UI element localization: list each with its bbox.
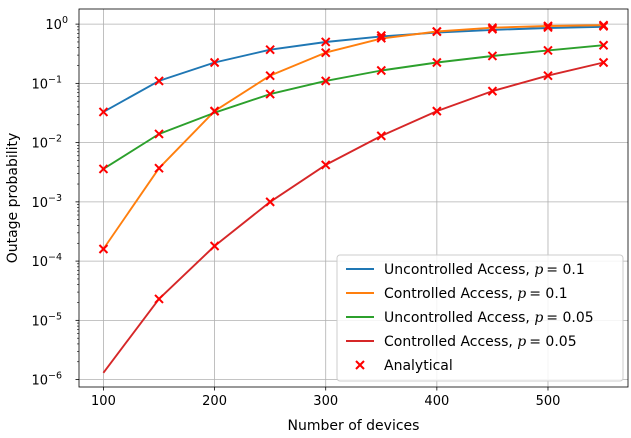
- analytical-marker: [265, 89, 275, 99]
- y-axis-label: Outage probability: [5, 133, 21, 264]
- analytical-marker: [154, 294, 164, 304]
- legend-entry-value: = 0.1: [529, 286, 567, 302]
- analytical-marker: [543, 21, 553, 31]
- x-tick-label: 200: [202, 394, 227, 409]
- analytical-marker: [487, 86, 498, 96]
- analytical-marker: [154, 163, 164, 173]
- y-tick-exponent: −4: [48, 252, 62, 263]
- analytical-marker: [321, 160, 331, 170]
- analytical-marker: [487, 22, 498, 33]
- legend-entry-param: p: [534, 262, 543, 278]
- legend-entry: Uncontrolled Access, p = 0.1: [384, 262, 585, 278]
- legend-entry-param: p: [517, 334, 526, 350]
- analytical-marker: [376, 65, 386, 76]
- legend-entry: Controlled Access, p = 0.1: [384, 286, 568, 302]
- y-tick-exponent: −6: [48, 371, 62, 382]
- legend-marker: [355, 360, 365, 370]
- y-tick-mantissa: 10: [45, 18, 62, 33]
- series-line-3: [102, 44, 604, 170]
- analytical-marker: [98, 164, 109, 174]
- analytical-marker: [487, 24, 498, 34]
- y-tick-mantissa: 10: [31, 374, 48, 389]
- analytical-marker: [98, 107, 109, 117]
- analytical-marker: [432, 57, 442, 68]
- analytical-marker: [543, 22, 553, 33]
- analytical-marker: [598, 40, 609, 50]
- analytical-markers: [98, 20, 609, 304]
- legend-entry-name: Uncontrolled Access,: [384, 262, 534, 278]
- analytical-marker: [209, 57, 220, 68]
- legend-entry-value: = 0.1: [546, 262, 584, 278]
- analytical-marker: [209, 106, 220, 116]
- legend-box: [336, 254, 624, 382]
- legend-entry-analytical: Analytical: [384, 358, 453, 374]
- analytical-marker: [321, 47, 331, 58]
- series-line-1: [102, 25, 604, 113]
- y-tick-label: 10−1: [31, 74, 62, 92]
- legend-entry: Uncontrolled Access, p = 0.05: [384, 310, 594, 326]
- y-tick-exponent: −3: [48, 193, 62, 204]
- y-tick-label: 10−6: [31, 371, 62, 389]
- analytical-marker: [543, 70, 553, 81]
- y-tick-mantissa: 10: [31, 255, 48, 270]
- analytical-marker: [321, 76, 331, 86]
- legend-entry-param: p: [534, 310, 543, 326]
- analytical-marker: [154, 76, 164, 86]
- x-axis-label: Number of devices: [288, 418, 420, 434]
- analytical-marker: [432, 26, 442, 37]
- legend-entry-value: = 0.05: [529, 334, 576, 350]
- y-tick-label: 10−3: [31, 193, 62, 211]
- y-tick-mantissa: 10: [31, 77, 48, 92]
- analytical-marker: [321, 37, 331, 47]
- analytical-marker: [598, 20, 609, 30]
- legend-entry-value: = 0.05: [546, 310, 593, 326]
- analytical-marker: [265, 70, 275, 81]
- y-tick-label: 10−5: [31, 311, 62, 329]
- y-tick-exponent: 0: [62, 15, 68, 26]
- x-tick-label: 300: [313, 394, 338, 409]
- series-line-2: [102, 24, 604, 250]
- y-tick-label: 100: [45, 15, 68, 33]
- analytical-marker: [543, 45, 553, 56]
- legend-entry-name: Controlled Access,: [384, 286, 517, 302]
- plot-frame: [78, 8, 629, 388]
- y-tick-label: 10−4: [31, 252, 62, 270]
- x-tick-label: 500: [536, 394, 561, 409]
- series-lines: [102, 24, 604, 374]
- legend-entry: Controlled Access, p = 0.05: [384, 334, 577, 350]
- analytical-marker: [265, 44, 275, 55]
- legend-entry-name: Uncontrolled Access,: [384, 310, 534, 326]
- y-tick-label: 10−2: [31, 134, 62, 152]
- y-tick-mantissa: 10: [31, 196, 48, 211]
- y-tick-exponent: −1: [48, 74, 62, 85]
- analytical-marker: [432, 106, 442, 116]
- axis-ticks: 100 200 300 400 50010−610−510−410−310−210−11…: [31, 15, 560, 409]
- analytical-marker: [98, 244, 109, 254]
- y-tick-exponent: −2: [48, 134, 62, 145]
- grid-lines: [79, 9, 628, 387]
- y-tick-mantissa: 10: [31, 314, 48, 329]
- analytical-marker: [154, 129, 164, 139]
- y-tick-mantissa: 10: [31, 137, 48, 152]
- analytical-marker: [376, 131, 386, 141]
- x-tick-label: 100: [91, 394, 116, 409]
- analytical-marker: [376, 33, 386, 43]
- analytical-marker: [376, 30, 386, 41]
- analytical-marker: [209, 241, 220, 251]
- legend-entry-param: p: [517, 286, 526, 302]
- series-line-4: [102, 61, 604, 374]
- analytical-marker: [598, 57, 609, 68]
- analytical-marker: [265, 197, 275, 207]
- analytical-marker: [487, 51, 498, 61]
- x-tick-label: 400: [424, 394, 449, 409]
- y-tick-exponent: −5: [48, 311, 62, 322]
- legend-entry-name: Controlled Access,: [384, 334, 517, 350]
